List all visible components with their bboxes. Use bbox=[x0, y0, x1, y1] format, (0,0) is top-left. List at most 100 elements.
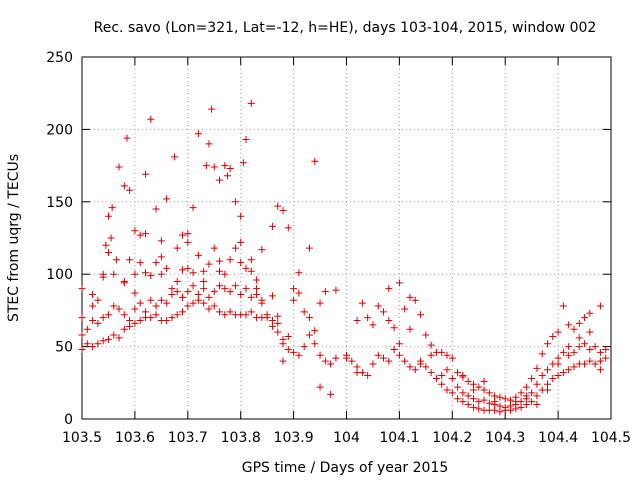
data-point bbox=[454, 383, 462, 391]
data-point bbox=[194, 296, 202, 304]
data-point bbox=[78, 285, 86, 293]
data-point bbox=[247, 308, 255, 316]
data-point bbox=[163, 317, 171, 325]
data-point bbox=[126, 186, 134, 194]
data-point bbox=[369, 321, 377, 329]
data-point bbox=[559, 348, 567, 356]
data-point bbox=[173, 244, 181, 252]
data-point bbox=[89, 302, 97, 310]
data-point bbox=[216, 308, 224, 316]
data-point bbox=[469, 403, 477, 411]
data-point bbox=[406, 363, 414, 371]
data-point bbox=[226, 288, 234, 296]
x-tick-label: 104.4 bbox=[538, 430, 578, 446]
data-point bbox=[528, 374, 536, 382]
data-point bbox=[221, 162, 229, 170]
data-point bbox=[173, 288, 181, 296]
data-point bbox=[107, 234, 115, 242]
data-point bbox=[538, 372, 546, 380]
data-point bbox=[99, 337, 107, 345]
data-point bbox=[475, 398, 483, 406]
x-axis-label: GPS time / Days of year 2015 bbox=[242, 460, 449, 476]
data-point bbox=[179, 231, 187, 239]
data-point bbox=[390, 324, 398, 332]
data-point bbox=[591, 343, 599, 351]
data-point bbox=[226, 256, 234, 264]
data-point bbox=[586, 328, 594, 336]
data-point bbox=[99, 314, 107, 322]
data-point bbox=[131, 289, 139, 297]
data-point bbox=[221, 270, 229, 278]
data-point bbox=[237, 212, 245, 220]
data-point bbox=[104, 335, 112, 343]
data-point bbox=[152, 259, 160, 267]
data-point bbox=[559, 369, 567, 377]
data-point bbox=[448, 374, 456, 382]
data-point bbox=[295, 351, 303, 359]
data-point bbox=[147, 115, 155, 123]
data-point bbox=[512, 398, 520, 406]
data-point bbox=[274, 328, 282, 336]
data-point bbox=[210, 163, 218, 171]
data-point bbox=[99, 273, 107, 281]
data-point bbox=[390, 345, 398, 353]
data-point bbox=[602, 354, 610, 362]
data-point bbox=[512, 405, 520, 413]
data-point bbox=[210, 244, 218, 252]
data-point bbox=[141, 230, 149, 238]
data-point bbox=[295, 269, 303, 277]
data-point bbox=[231, 282, 239, 290]
data-point bbox=[432, 374, 440, 382]
data-point bbox=[157, 296, 165, 304]
data-point bbox=[110, 270, 118, 278]
data-point bbox=[189, 204, 197, 212]
data-point bbox=[522, 392, 530, 400]
data-point bbox=[102, 241, 110, 249]
data-point bbox=[205, 293, 213, 301]
data-point bbox=[522, 401, 530, 409]
data-point bbox=[438, 380, 446, 388]
chart-title: Rec. savo (Lon=321, Lat=-12, h=HE), days… bbox=[94, 20, 597, 36]
data-point bbox=[112, 256, 120, 264]
data-point bbox=[411, 296, 419, 304]
data-point bbox=[231, 198, 239, 206]
data-point bbox=[247, 256, 255, 264]
data-point bbox=[200, 299, 208, 307]
data-point bbox=[417, 357, 425, 365]
data-point bbox=[395, 340, 403, 348]
data-point bbox=[427, 369, 435, 377]
data-point bbox=[422, 363, 430, 371]
data-point bbox=[258, 299, 266, 307]
data-point bbox=[284, 224, 292, 232]
grid-lines bbox=[82, 57, 611, 419]
data-point bbox=[300, 308, 308, 316]
data-point bbox=[475, 383, 483, 391]
data-point bbox=[115, 334, 123, 342]
data-point bbox=[438, 348, 446, 356]
data-point bbox=[147, 314, 155, 322]
x-tick-label: 104.1 bbox=[379, 430, 419, 446]
data-point bbox=[327, 390, 335, 398]
data-point bbox=[126, 256, 134, 264]
data-point bbox=[581, 360, 589, 368]
data-point bbox=[380, 308, 388, 316]
data-point bbox=[189, 282, 197, 290]
data-point bbox=[321, 288, 329, 296]
data-point bbox=[216, 257, 224, 265]
data-point bbox=[353, 317, 361, 325]
data-point bbox=[575, 343, 583, 351]
data-point bbox=[168, 290, 176, 298]
x-tick-label: 104 bbox=[333, 430, 360, 446]
data-point bbox=[120, 311, 128, 319]
data-point bbox=[443, 351, 451, 359]
data-point bbox=[385, 357, 393, 365]
data-point bbox=[210, 302, 218, 310]
data-point bbox=[94, 340, 102, 348]
data-point bbox=[459, 398, 467, 406]
data-point bbox=[141, 170, 149, 178]
data-point bbox=[549, 332, 557, 340]
data-point bbox=[141, 269, 149, 277]
data-point bbox=[78, 331, 86, 339]
data-point bbox=[157, 270, 165, 278]
data-point bbox=[131, 305, 139, 313]
